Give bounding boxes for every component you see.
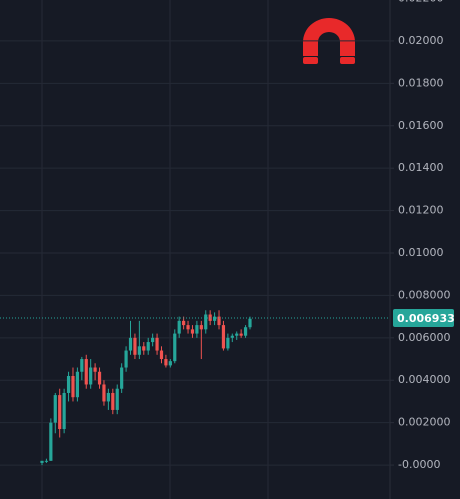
candle-body [80,359,84,372]
candle-body [40,460,44,463]
candle-body [120,367,124,389]
last-price-box [393,309,454,328]
candle-body [58,395,62,430]
candle-body [199,325,203,330]
y-tick-label: 0.01200 [398,204,444,217]
candle-body [230,335,234,338]
candle-body [217,316,221,326]
y-tick-label: 0.01000 [398,246,444,259]
y-tick-label: 0.004000 [398,373,451,386]
candle-body [190,329,195,334]
candle-body [164,359,168,366]
candle-body [75,371,80,398]
candle-body [146,342,150,351]
candle-body [235,333,239,336]
candle-body [106,392,110,402]
y-tick-label: 0.01600 [398,119,444,132]
candle-body [111,392,115,410]
candle-body [155,337,159,351]
candle-body [97,371,102,385]
candle-body [204,314,208,330]
candle-body [142,346,146,351]
candle-body [221,325,226,349]
candle-body [62,392,66,430]
candle-body [248,318,252,328]
candle-body [159,350,164,360]
candle-body [173,333,177,362]
y-tick-label: 0.008000 [398,288,451,301]
last-price-label: 0.006933 [397,312,455,325]
y-tick-label: 0.02200 [398,0,444,5]
y-tick-label: -0.0000 [398,458,440,471]
candle-body [44,460,49,462]
logo [303,18,355,64]
candle-body [195,325,199,334]
candle-body [239,333,243,336]
candle-body [168,361,172,366]
candle-body [133,337,137,355]
y-tick-label: 0.006000 [398,331,451,344]
candle-body [124,350,128,368]
candle-body [66,375,71,393]
candle-body [226,337,230,349]
candle-body [93,367,97,372]
candle-body [53,395,57,423]
candle-body [128,337,133,351]
candle-body [102,384,106,402]
candle-body [49,422,53,461]
candle-body [137,346,141,355]
candle-body [89,367,93,385]
candle-body [115,388,119,410]
candle-body [243,327,248,336]
candle-body [177,320,181,334]
y-tick-label: 0.002000 [398,416,451,429]
candle-body [84,359,88,385]
y-tick-label: 0.01400 [398,161,444,174]
y-tick-label: 0.01800 [398,76,444,89]
candle-body [71,375,75,398]
y-tick-label: 0.02000 [398,34,444,47]
candle-body [186,325,190,330]
candle-body [212,316,217,321]
candle-body [151,337,155,343]
candle-body [182,320,186,326]
